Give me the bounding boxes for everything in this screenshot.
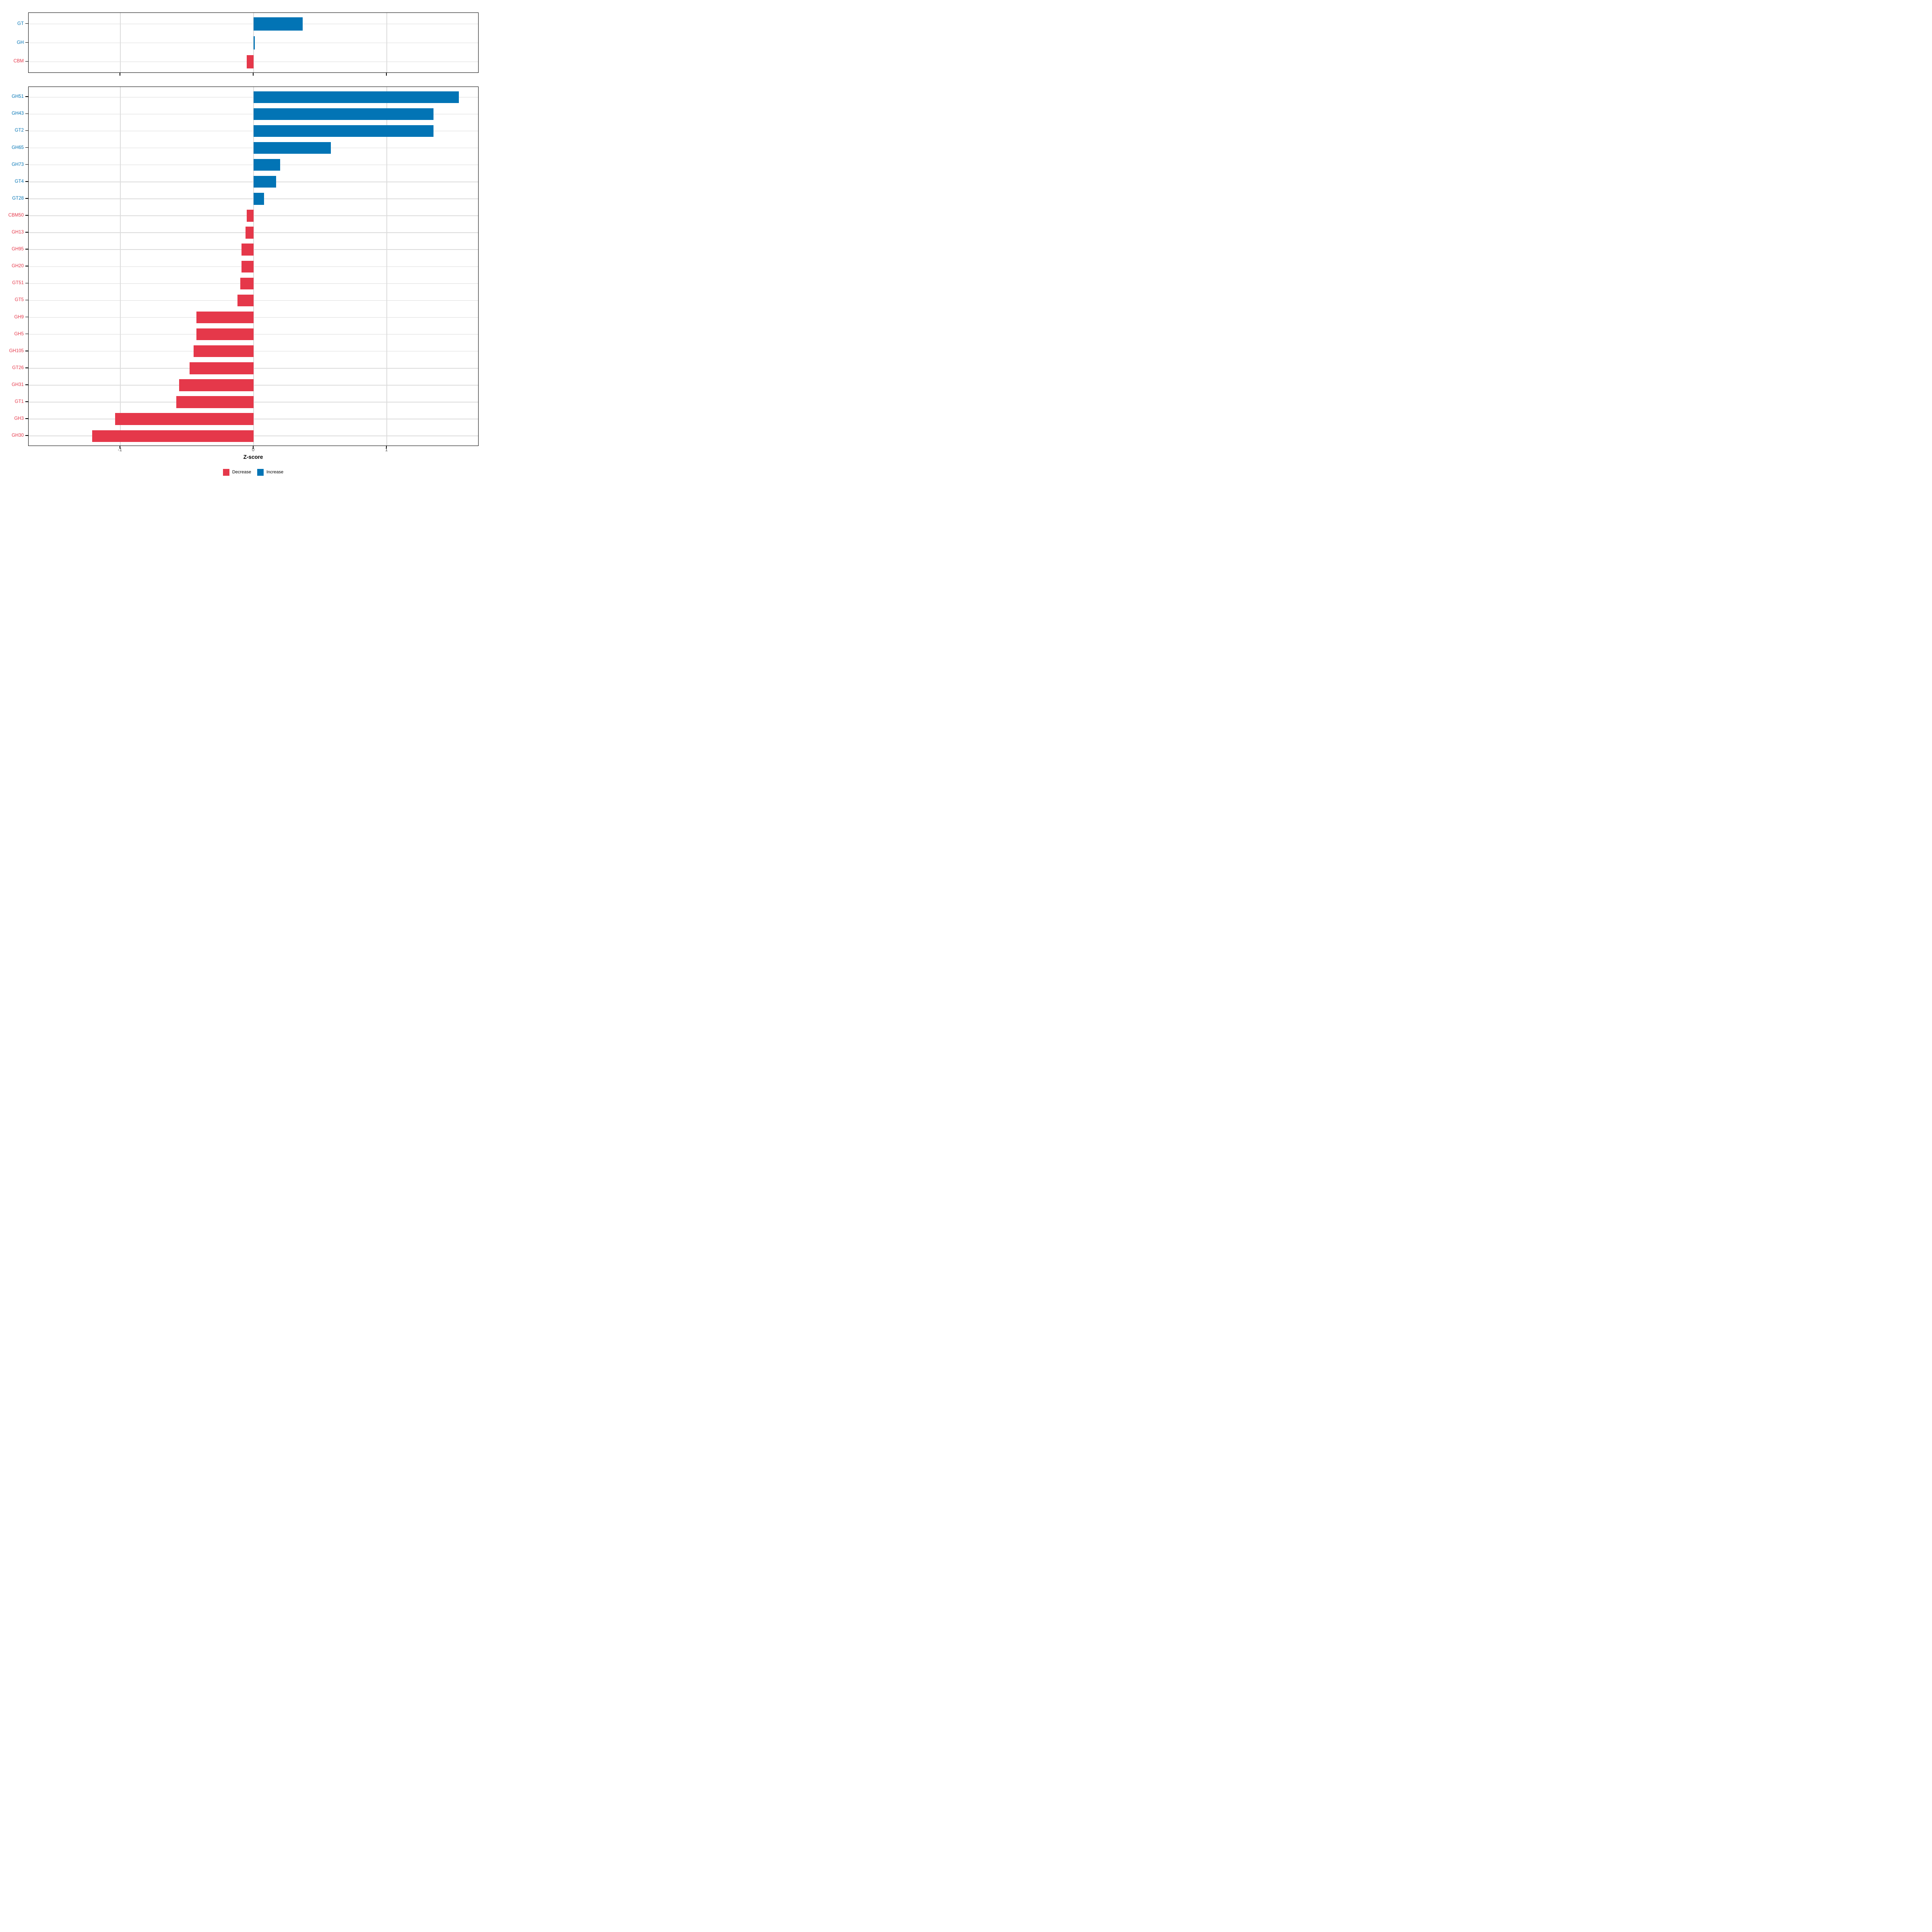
- y-axis-label-gh: GH: [17, 40, 24, 45]
- y-axis-tick: [25, 401, 28, 402]
- x-axis-tick: [253, 72, 254, 76]
- y-axis-tick: [25, 215, 28, 216]
- legend-swatch-increase: [257, 469, 264, 476]
- bar-gh3: [115, 413, 254, 425]
- legend-item-decrease: Decrease: [223, 469, 251, 476]
- legend-item-increase: Increase: [257, 469, 283, 476]
- legend-swatch-decrease: [223, 469, 229, 476]
- bar-gh20: [242, 260, 254, 272]
- y-axis-label-gt2: GT2: [14, 128, 24, 133]
- bar-gt26: [190, 362, 254, 374]
- y-axis-label-gt26: GT26: [12, 365, 24, 370]
- bar-gh: [254, 36, 255, 50]
- x-axis-tick-label: -1: [118, 448, 122, 452]
- y-axis-label-gh30: GH30: [11, 433, 24, 438]
- gridline-vertical: [386, 87, 388, 446]
- x-axis-tick-label: 1: [385, 448, 388, 452]
- y-axis-label-gt4: GT4: [14, 179, 24, 184]
- y-axis-label-gh31: GH31: [11, 382, 24, 387]
- bar-gh51: [254, 91, 459, 103]
- bar-gt28: [254, 193, 264, 205]
- y-axis-label-gh51: GH51: [11, 94, 24, 99]
- y-axis-tick: [25, 23, 28, 24]
- y-axis-tick: [25, 283, 28, 284]
- x-axis-tick: [386, 72, 387, 76]
- y-axis-label-cbm: CBM: [13, 59, 24, 64]
- bar-gt2: [254, 125, 433, 137]
- bar-gh105: [194, 345, 254, 357]
- zscore-bar-chart: Z-score Decrease Increase GT GH CBM GH51 GH4…: [0, 0, 483, 483]
- y-axis-tick: [25, 418, 28, 419]
- x-axis-title: Z-score: [243, 454, 263, 460]
- y-axis-tick: [25, 384, 28, 385]
- bar-gh30: [92, 430, 254, 442]
- x-axis-tick: [386, 446, 387, 449]
- y-axis-label-gh73: GH73: [11, 162, 24, 167]
- y-axis-label-gh5: GH5: [14, 331, 24, 336]
- y-axis-label-gt: GT: [17, 21, 24, 26]
- gridline-vertical: [386, 12, 388, 72]
- y-axis-tick: [25, 435, 28, 436]
- y-axis-label-gt5: GT5: [14, 297, 24, 303]
- legend-label-increase: Increase: [266, 470, 284, 475]
- bar-gh31: [179, 379, 254, 391]
- y-axis-label-gh13: GH13: [11, 230, 24, 235]
- legend-label-decrease: Decrease: [232, 470, 251, 475]
- y-axis-label-gh20: GH20: [11, 264, 24, 269]
- y-axis-label-gh9: GH9: [14, 314, 24, 320]
- y-axis-label-gh43: GH43: [11, 111, 24, 116]
- bar-cbm: [247, 55, 254, 68]
- y-axis-label-cbm50: CBM50: [8, 213, 24, 218]
- panel-cazyme-families: [28, 87, 479, 446]
- y-axis-label-gh65: GH65: [11, 145, 24, 150]
- x-axis-tick: [253, 446, 254, 449]
- y-axis-tick: [25, 316, 28, 318]
- y-axis-tick: [25, 42, 28, 43]
- bar-gh95: [242, 244, 254, 256]
- bar-gh65: [254, 142, 331, 154]
- y-axis-tick: [25, 96, 28, 97]
- y-axis-tick: [25, 181, 28, 182]
- y-axis-label-gt1: GT1: [14, 399, 24, 405]
- gridline-vertical: [120, 87, 121, 446]
- x-axis-tick-label: 0: [252, 448, 255, 452]
- y-axis-label-gt28: GT28: [12, 196, 24, 201]
- gridline-vertical: [120, 12, 121, 72]
- bar-gh13: [246, 227, 254, 239]
- bar-gh5: [196, 328, 254, 341]
- panel-cazyme-classes: [28, 12, 479, 73]
- y-axis-tick: [25, 367, 28, 368]
- bar-gh43: [254, 108, 433, 120]
- y-axis-tick: [25, 232, 28, 233]
- y-axis-tick: [25, 249, 28, 250]
- bar-gt5: [237, 294, 254, 307]
- y-axis-label-gh95: GH95: [11, 247, 24, 252]
- y-axis-label-gh105: GH105: [9, 348, 24, 353]
- y-axis-tick: [25, 147, 28, 148]
- gridline-vertical: [253, 87, 254, 446]
- y-axis-label-gh3: GH3: [14, 416, 24, 421]
- bar-cbm50: [247, 210, 254, 222]
- y-axis-tick: [25, 61, 28, 62]
- y-axis-tick: [25, 130, 28, 131]
- y-axis-tick: [25, 164, 28, 165]
- bar-gh9: [196, 311, 254, 324]
- y-axis-label-gt51: GT51: [12, 281, 24, 286]
- bar-gh73: [254, 159, 281, 171]
- bar-gt4: [254, 176, 277, 188]
- y-axis-tick: [25, 198, 28, 199]
- y-axis-tick: [25, 299, 28, 301]
- legend: Decrease Increase: [28, 469, 479, 476]
- bar-gt: [254, 17, 303, 31]
- bar-gt51: [240, 277, 254, 290]
- bar-gt1: [176, 396, 254, 408]
